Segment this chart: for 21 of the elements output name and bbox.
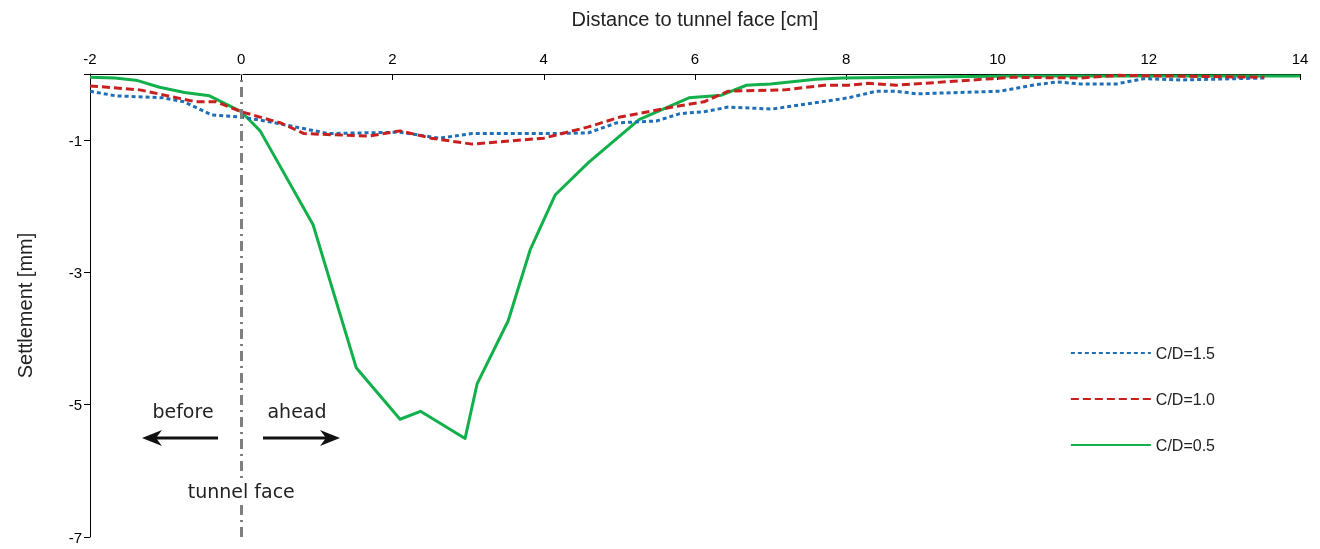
x-tick-label: -2	[83, 50, 97, 67]
legend-label: C/D=0.5	[1155, 436, 1216, 454]
x-tick-label: 2	[388, 50, 397, 67]
x-tick-label: 6	[690, 50, 700, 67]
x-tick-label: 8	[842, 50, 851, 67]
annotation: before	[152, 400, 214, 422]
y-axis-title: Settlement [mm]	[14, 232, 36, 379]
legend-label: C/D=1.5	[1155, 344, 1216, 362]
ref-line-label: tunnel face	[187, 479, 295, 502]
y-tick-label: -3	[68, 263, 82, 281]
y-tick-label: -7	[68, 528, 82, 546]
x-axis-title: Distance to tunnel face [cm]	[571, 8, 819, 30]
x-tick-label: 4	[539, 50, 548, 67]
x-tick-label: 0	[237, 50, 246, 67]
legend-label: C/D=1.0	[1155, 390, 1216, 408]
x-tick-label: 12	[1140, 50, 1158, 67]
x-tick-label: 10	[989, 50, 1006, 67]
annotation: ahead	[267, 400, 327, 422]
y-tick-label: -1	[68, 131, 82, 149]
x-tick-label: 14	[1291, 50, 1309, 67]
y-tick-label: -5	[68, 396, 82, 414]
